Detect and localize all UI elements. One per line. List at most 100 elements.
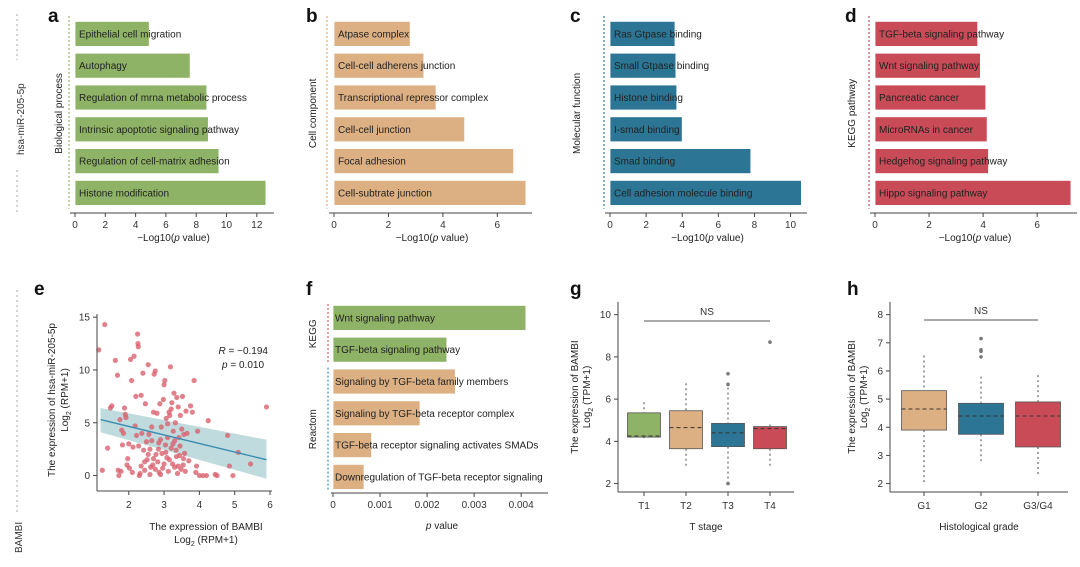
data-point [147,471,153,478]
data-point [247,461,254,467]
data-point [135,331,141,337]
data-point [225,432,231,439]
bar [332,336,448,363]
data-point [116,472,122,479]
bar [874,116,988,143]
outlier-point [726,371,730,376]
data-point [141,447,147,453]
data-point [143,439,150,445]
data-point [161,382,167,388]
significance-label: NS [974,306,988,317]
x-tick-label: 8 [193,220,199,231]
data-point [142,467,148,473]
panel-letter: g [570,279,582,300]
bar-label: Smad binding [614,157,675,168]
x-tick-label: 4 [980,220,986,231]
x-tick-label: 12 [251,220,263,231]
data-point [195,428,201,434]
data-point [170,428,176,434]
data-point [184,430,190,436]
x-tick-label: T3 [722,501,734,512]
data-point [163,449,169,455]
data-point [173,447,179,453]
data-point [152,466,158,472]
y-tick-label: 15 [79,313,91,324]
data-point [173,453,180,460]
data-point [153,451,159,458]
data-point [131,353,137,359]
data-point [135,344,141,350]
data-point [163,415,169,422]
data-point [263,404,270,410]
bar [333,20,411,47]
x-tick-label: 4 [440,220,446,231]
bar [333,179,527,206]
bar-label: Downregulation of TGF-beta receptor sign… [335,472,543,483]
y-tick-label: 4 [605,437,611,448]
y-tick-label: 5 [877,395,883,406]
data-point [117,416,123,423]
data-point [183,408,189,414]
data-point [186,458,192,464]
x-tick-label: 6 [163,220,169,231]
bar-label: Intrinsic apoptotic signaling pathway [79,125,239,136]
y-axis-label-units: Log2 (RPM+1) [60,368,73,432]
x-tick-label: 8 [752,220,758,231]
x-tick-label: 0.004 [509,500,534,511]
box [901,390,947,431]
data-point [145,451,151,458]
x-tick-label: 0 [330,500,336,511]
y-tick-label: 10 [600,310,612,321]
bar [332,304,527,331]
data-point [203,472,210,479]
box [1015,401,1061,448]
data-point [167,412,173,418]
y-tick-label: 6 [877,366,883,377]
y-tick-label: 2 [605,479,611,490]
data-point [114,372,121,378]
data-point [169,400,175,406]
x-axis-label: T stage [689,522,723,533]
x-axis-label: −Log10(p value) [939,233,1012,244]
x-tick-label: T1 [638,501,650,512]
x-tick-label: G1 [917,501,931,512]
data-point [180,462,186,468]
bar [609,179,802,206]
bar [333,148,515,175]
bar [74,148,220,175]
bar [609,148,752,175]
data-point [165,421,171,427]
data-point [193,469,199,475]
data-point [179,426,185,432]
data-point [174,394,180,401]
y-tick-label: 4 [877,423,883,434]
data-point [125,456,131,462]
data-point [139,430,145,436]
x-axis-label: −Log10(p value) [396,233,469,244]
bar-label: TGF-beta signaling pathway [335,345,460,356]
data-point [157,471,164,478]
data-point [171,390,177,396]
y-tick-label: 6 [605,395,611,406]
bar-label: Regulation of mrna metabolic process [79,93,247,104]
bar-label: TGF-beta receptor signaling activates SM… [335,441,538,452]
data-point [142,459,148,465]
data-point [146,431,152,437]
box [669,410,703,450]
data-point [149,438,155,444]
x-tick-label: 0.002 [415,500,440,511]
bar-label: Transcriptional repressor complex [338,93,488,104]
data-point [161,461,167,467]
data-point [99,467,105,473]
data-point [168,406,174,412]
data-point [158,424,164,430]
bar [332,463,365,490]
bar [874,179,1072,206]
data-point [118,468,124,474]
x-tick-label: T2 [680,501,692,512]
outlier-point [726,382,730,387]
bar-label: Signaling by TGF-beta receptor complex [335,409,514,420]
panel-letter: d [845,6,857,27]
data-point [156,440,162,446]
